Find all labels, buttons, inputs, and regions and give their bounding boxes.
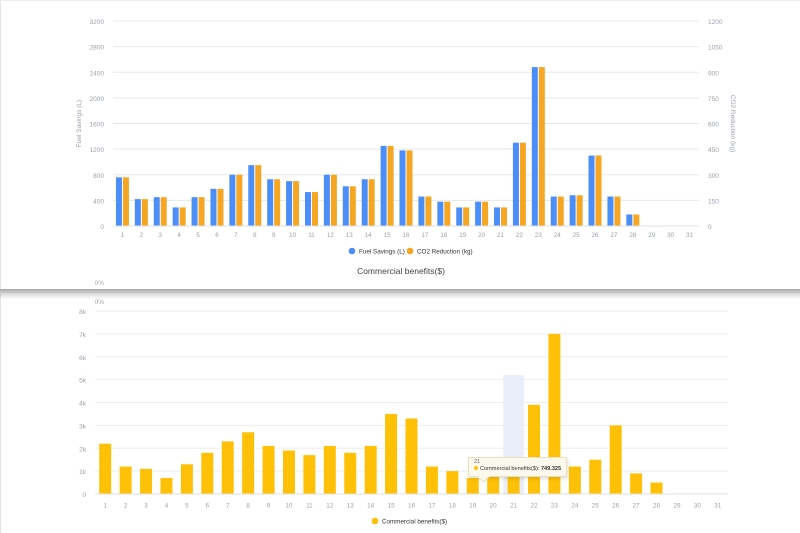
svg-text:2400: 2400 [90,70,105,77]
svg-text:CO2 Reduction (kg): CO2 Reduction (kg) [729,95,736,152]
svg-text:11: 11 [306,503,313,510]
svg-text:25: 25 [592,503,600,510]
svg-text:4: 4 [177,232,181,239]
svg-text:17: 17 [428,503,436,510]
svg-text:23: 23 [551,503,559,510]
svg-text:1: 1 [121,232,125,239]
svg-text:6: 6 [215,232,219,239]
svg-text:8k: 8k [79,309,87,316]
svg-text:150: 150 [708,198,719,205]
svg-text:29: 29 [673,503,681,510]
svg-text:0: 0 [82,492,86,499]
svg-text:10: 10 [289,232,297,239]
svg-text:19: 19 [469,503,477,510]
svg-text:15: 15 [384,232,392,239]
svg-text:9: 9 [267,503,271,510]
svg-text:1200: 1200 [708,19,723,26]
svg-text:23: 23 [535,232,543,239]
svg-text:27: 27 [610,232,618,239]
svg-text:18: 18 [440,232,448,239]
svg-text:1200: 1200 [90,147,105,154]
svg-text:9: 9 [272,232,276,239]
svg-text:3: 3 [159,232,163,239]
svg-text:5: 5 [196,232,200,239]
svg-text:16: 16 [402,232,410,239]
svg-text:19: 19 [459,232,467,239]
svg-text:31: 31 [714,503,722,510]
svg-text:17: 17 [421,232,429,239]
svg-text:30: 30 [667,232,675,239]
svg-text:22: 22 [531,503,539,510]
svg-text:31: 31 [686,232,694,239]
svg-text:1: 1 [103,503,107,510]
svg-text:Commercial benefits($): Commercial benefits($) [357,266,445,276]
svg-text:7k: 7k [79,332,87,339]
svg-text:28: 28 [629,232,637,239]
svg-text:0%: 0% [95,299,105,306]
svg-text:3: 3 [144,503,148,510]
svg-text:21: 21 [497,232,505,239]
svg-text:2k: 2k [79,446,87,453]
svg-text:7: 7 [226,503,230,510]
svg-text:8: 8 [246,503,250,510]
svg-text:20: 20 [478,232,486,239]
svg-text:22: 22 [516,232,524,239]
svg-text:4k: 4k [79,401,87,408]
svg-text:1k: 1k [79,469,87,476]
svg-text:26: 26 [592,232,600,239]
svg-text:3200: 3200 [90,19,105,26]
svg-text:11: 11 [308,232,315,239]
svg-text:0: 0 [708,224,712,231]
svg-text:24: 24 [571,503,579,510]
svg-text:14: 14 [365,232,373,239]
svg-text:450: 450 [708,147,719,154]
svg-text:4: 4 [165,503,169,510]
svg-text:13: 13 [346,232,354,239]
svg-text:27: 27 [633,503,641,510]
svg-text:21: 21 [510,503,518,510]
svg-text:1600: 1600 [90,122,105,129]
svg-text:7: 7 [234,232,238,239]
svg-text:6: 6 [206,503,210,510]
svg-text:8: 8 [253,232,257,239]
svg-text:24: 24 [554,232,562,239]
svg-text:2: 2 [124,503,128,510]
svg-text:CO2 Reduction (kg): CO2 Reduction (kg) [417,249,473,256]
svg-text:16: 16 [408,503,416,510]
svg-text:20: 20 [490,503,498,510]
svg-text:12: 12 [326,503,334,510]
svg-text:18: 18 [449,503,457,510]
svg-text:2800: 2800 [90,45,105,52]
svg-text:26: 26 [612,503,620,510]
svg-text:600: 600 [708,122,719,129]
svg-text:5: 5 [185,503,189,510]
svg-text:Fuel Savings (L): Fuel Savings (L) [359,249,405,256]
svg-text:10: 10 [285,503,293,510]
svg-text:29: 29 [648,232,656,239]
svg-text:14: 14 [367,503,375,510]
svg-text:Commercial benefits($): Commercial benefits($) [382,519,447,526]
svg-text:1050: 1050 [708,45,723,52]
svg-text:Fuel Savings (L): Fuel Savings (L) [76,100,83,147]
svg-text:25: 25 [573,232,581,239]
svg-text:300: 300 [708,173,719,180]
svg-text:0: 0 [100,224,104,231]
svg-text:15: 15 [388,503,396,510]
svg-text:13: 13 [347,503,355,510]
svg-text:750: 750 [708,96,719,103]
svg-text:5k: 5k [79,378,87,385]
svg-text:400: 400 [93,198,104,205]
svg-text:28: 28 [653,503,661,510]
svg-text:6k: 6k [79,355,87,362]
svg-text:30: 30 [694,503,702,510]
svg-text:2000: 2000 [90,96,105,103]
svg-text:0%: 0% [95,280,105,287]
svg-text:3k: 3k [79,423,87,430]
svg-text:800: 800 [93,173,104,180]
svg-text:2: 2 [140,232,144,239]
svg-text:12: 12 [327,232,335,239]
svg-text:900: 900 [708,70,719,77]
